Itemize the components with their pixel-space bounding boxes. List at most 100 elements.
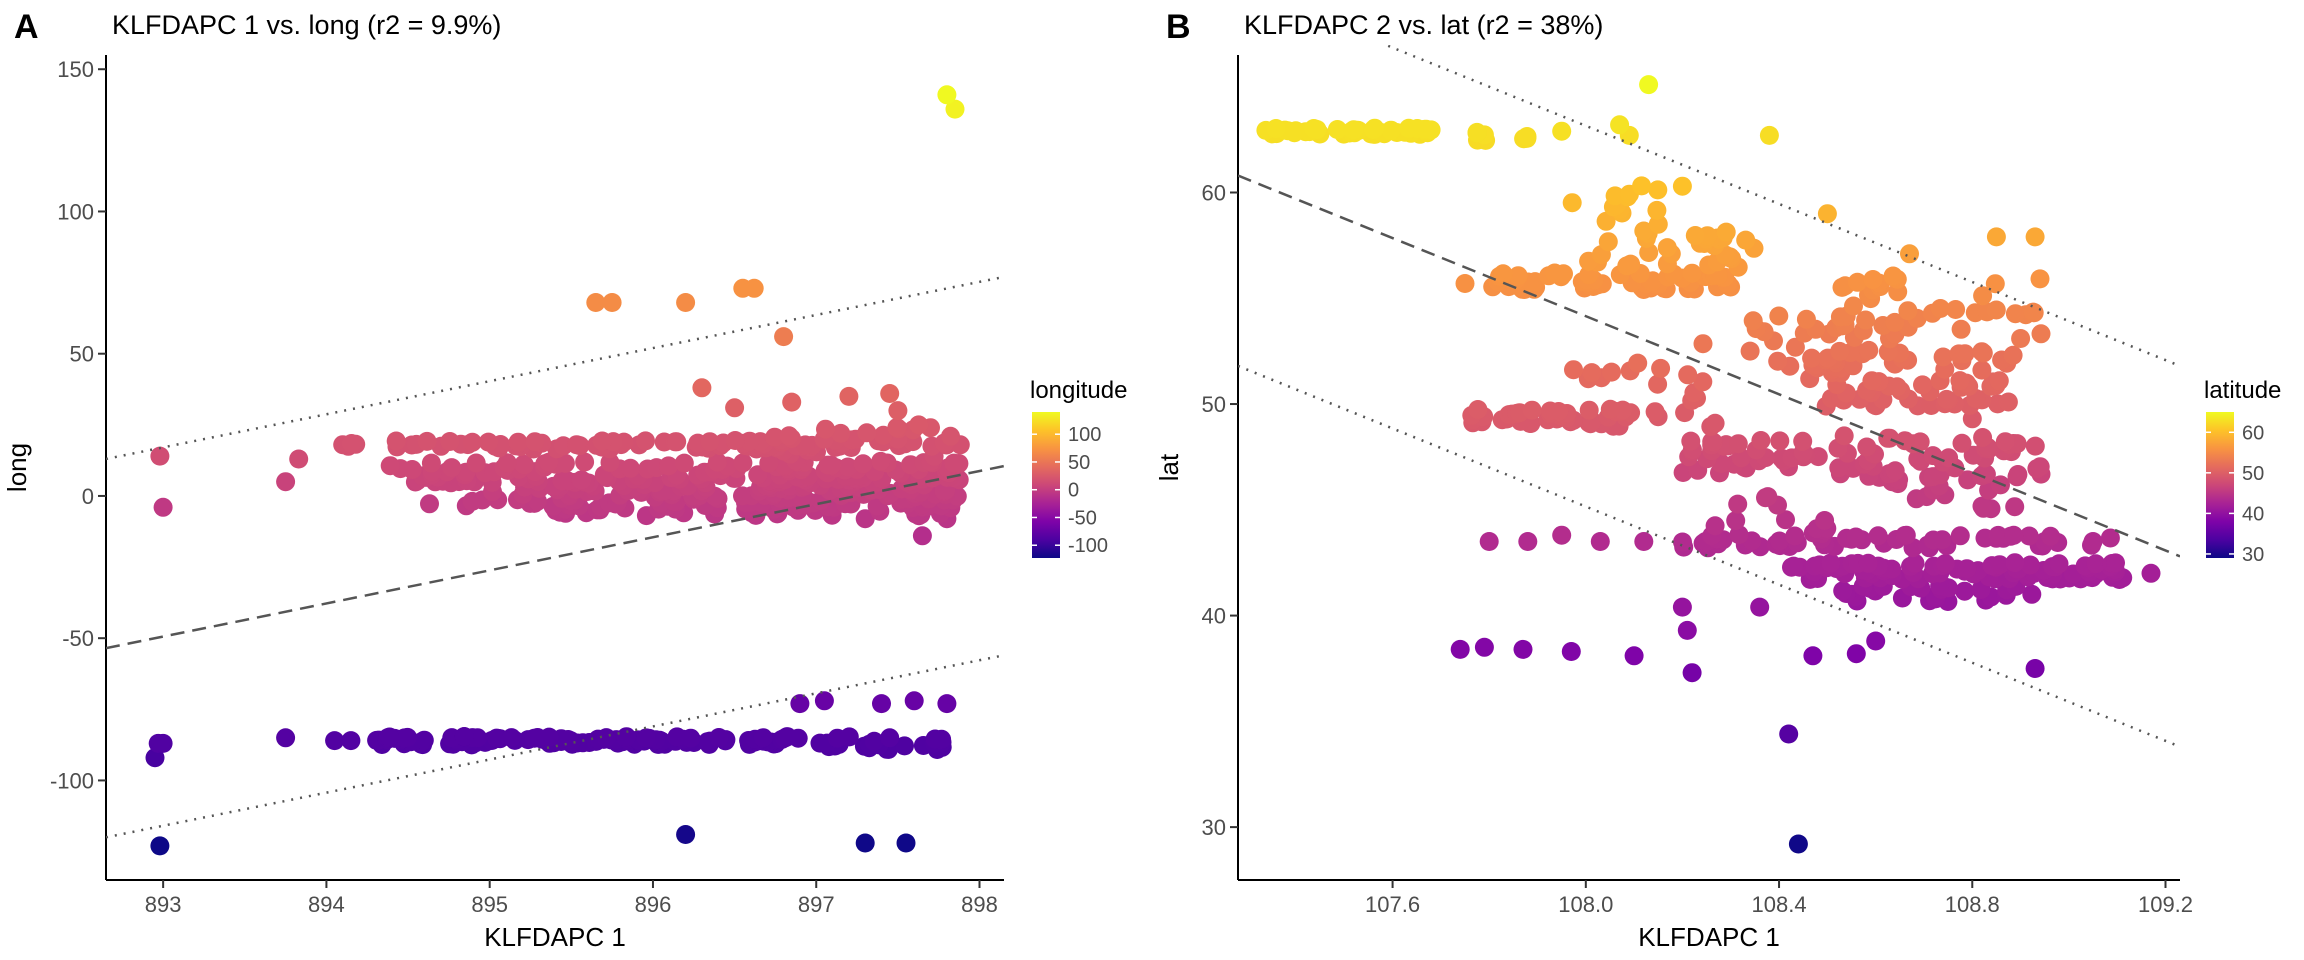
x-tick-label: 895 <box>471 892 508 917</box>
data-point <box>1455 274 1475 293</box>
data-point <box>937 85 957 105</box>
data-point <box>1681 431 1701 451</box>
data-point <box>1946 300 1966 319</box>
data-point <box>700 432 720 452</box>
y-tick-label: 100 <box>57 199 94 224</box>
data-point <box>1508 266 1528 286</box>
y-tick-label: -100 <box>50 768 94 793</box>
data-point <box>765 427 785 447</box>
data-point <box>466 453 486 473</box>
data-point <box>945 99 965 119</box>
data-point <box>1467 122 1487 142</box>
data-point <box>602 293 622 312</box>
data-point <box>838 457 858 477</box>
legend-tick-label: 30 <box>2242 544 2264 566</box>
data-point <box>386 431 406 451</box>
x-tick-label: 897 <box>798 892 835 917</box>
data-point <box>1847 272 1867 292</box>
data-point <box>2005 497 2025 517</box>
data-point <box>1972 342 1992 362</box>
legend-tick-label: 100 <box>1068 424 1101 446</box>
y-tick-label: 60 <box>1202 181 1226 206</box>
data-point <box>1702 432 1722 452</box>
data-point <box>1598 232 1618 252</box>
data-point <box>1731 448 1751 468</box>
data-point <box>709 728 729 747</box>
data-point <box>2025 659 2045 678</box>
data-point <box>1552 121 1572 141</box>
panel-b-title: KLFDAPC 2 vs. lat (r2 = 38%) <box>1244 10 1604 40</box>
data-point <box>880 728 900 748</box>
data-point <box>1672 176 1692 196</box>
data-point <box>707 452 727 472</box>
data-point <box>674 453 694 473</box>
data-point <box>1726 511 1746 531</box>
data-point <box>1989 371 2009 391</box>
data-point <box>925 729 945 749</box>
data-point <box>941 426 960 446</box>
data-point <box>1545 263 1565 283</box>
data-point <box>596 728 616 748</box>
data-point <box>497 453 517 473</box>
data-point <box>2030 269 2050 289</box>
y-tick-label: 40 <box>1202 604 1226 629</box>
data-point <box>880 384 900 403</box>
data-point <box>1883 266 1903 286</box>
data-point <box>816 419 835 439</box>
x-axis-label: KLFDAPC 1 <box>484 922 626 952</box>
legend-tick-label: 60 <box>2242 422 2264 444</box>
data-point <box>818 455 838 475</box>
data-point <box>153 733 173 753</box>
data-point <box>2041 526 2060 546</box>
data-point <box>895 736 914 756</box>
data-point <box>725 431 745 450</box>
data-point <box>2141 563 2161 583</box>
data-point <box>1344 120 1364 140</box>
data-point <box>1728 434 1748 454</box>
data-point <box>1972 496 1992 516</box>
data-point <box>871 451 891 471</box>
data-point <box>1856 310 1876 330</box>
data-point <box>1913 375 1932 395</box>
data-point <box>1988 525 2008 545</box>
data-point <box>1957 559 1977 579</box>
data-point <box>1705 413 1725 433</box>
legend-tick-label: 50 <box>1068 452 1090 474</box>
data-point <box>1788 834 1808 854</box>
data-point <box>1648 180 1668 200</box>
data-point <box>1540 401 1560 421</box>
y-tick-label: 30 <box>1202 815 1226 840</box>
legend-tick-label: -100 <box>1068 535 1108 557</box>
data-point <box>153 497 173 517</box>
y-tick-label: 0 <box>82 484 94 509</box>
data-point <box>909 415 929 435</box>
upper-band-line <box>1382 45 2180 368</box>
data-point <box>1885 312 1905 332</box>
x-tick-label: 898 <box>961 892 998 917</box>
data-point <box>1621 254 1641 274</box>
data-point <box>872 694 891 714</box>
data-point <box>1678 365 1698 385</box>
data-point <box>1985 274 2005 294</box>
data-point <box>1910 432 1930 452</box>
data-point <box>790 694 810 714</box>
data-point <box>342 434 361 453</box>
data-point <box>681 728 701 748</box>
data-point <box>1844 296 1863 316</box>
data-point <box>2004 525 2024 545</box>
data-point <box>487 728 507 748</box>
data-point <box>896 833 916 853</box>
data-point <box>508 432 528 452</box>
data-point <box>1933 347 1953 367</box>
data-point <box>572 470 591 490</box>
legend-title: longitude <box>1030 377 1127 404</box>
data-point <box>380 456 400 476</box>
data-point <box>1779 724 1799 744</box>
data-point <box>1950 526 1970 546</box>
data-point <box>1677 620 1697 640</box>
data-point <box>1868 526 1888 546</box>
data-point <box>1634 532 1654 551</box>
data-point <box>1973 428 1993 447</box>
data-point <box>1833 581 1853 601</box>
data-point <box>1450 639 1470 659</box>
